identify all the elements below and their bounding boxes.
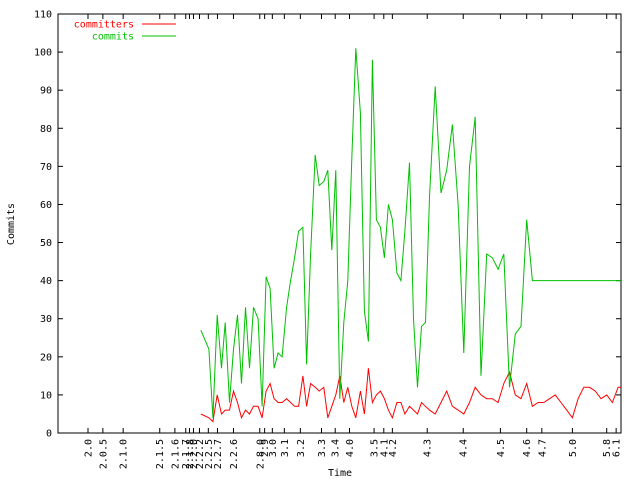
x-tick-label: 3.1 xyxy=(280,439,291,457)
x-tick-label: 2.1.5 xyxy=(155,439,166,469)
x-tick-label: 4.0 xyxy=(345,439,356,457)
x-tick-label: 4.7 xyxy=(537,439,548,457)
x-axis-label: Time xyxy=(328,468,352,479)
x-tick-label: 3.2 xyxy=(296,439,307,457)
x-tick-label: 4.3 xyxy=(423,439,434,457)
x-tick-label: 2.9 xyxy=(260,439,271,457)
x-tick-label: 4.4 xyxy=(459,439,470,457)
x-tick-label: 5.0 xyxy=(568,439,579,457)
series-line-commits xyxy=(200,48,621,418)
series-line-committers xyxy=(200,368,621,423)
x-tick-label: 2.2.5 xyxy=(204,439,215,469)
x-tick-label: 2.2.6 xyxy=(229,439,240,469)
y-tick-label: 50 xyxy=(40,238,52,249)
x-tick-label: 2.1.0 xyxy=(119,439,130,469)
x-tick-label: 3.0 xyxy=(268,439,279,457)
legend-label-committers: committers xyxy=(74,20,134,31)
x-tick-label: 2.1.8 xyxy=(185,439,196,469)
y-tick-label: 40 xyxy=(40,276,52,287)
series-group xyxy=(200,48,621,423)
x-tick-label: 2.2.0 xyxy=(189,439,200,469)
y-tick-label: 100 xyxy=(34,48,52,59)
x-tick-label: 2.2.7 xyxy=(213,439,224,469)
y-tick-label: 90 xyxy=(40,86,52,97)
x-tick-label: 5.8 xyxy=(602,439,613,457)
y-tick-label: 30 xyxy=(40,314,52,325)
plot-border xyxy=(57,13,622,434)
x-tick-label: 4.6 xyxy=(522,439,533,457)
plot-frame xyxy=(57,13,622,434)
x-tick-label: 4.1 xyxy=(379,439,390,457)
y-tick-label: 80 xyxy=(40,124,52,135)
x-tick-label: 2.8.0 xyxy=(255,439,266,469)
x-tick-label: 3.5 xyxy=(370,439,381,457)
x-tick-label: 2.1.7 xyxy=(181,439,192,469)
y-axis-label: Commits xyxy=(6,203,17,245)
y-tick-label: 0 xyxy=(46,429,52,440)
x-tick-label: 4.2 xyxy=(388,439,399,457)
y-tick-label: 20 xyxy=(40,352,52,363)
y-tick-label: 110 xyxy=(34,10,52,21)
x-tick-label: 2.2.2 xyxy=(195,439,206,469)
x-tick-label: 3.4 xyxy=(331,439,342,457)
x-tick-label: 2.0 xyxy=(84,439,95,457)
x-axis: 2.0 2.0.5 2.1.0 2.1.5 2.1.6 2.1.72.1.82.2.02.… xyxy=(84,14,623,469)
x-tick-label: 6.1 xyxy=(612,439,623,457)
x-tick-label: 4.5 xyxy=(496,439,507,457)
y-tick-label: 70 xyxy=(40,162,52,173)
legend-label-commits: commits xyxy=(92,32,134,43)
y-tick-label: 10 xyxy=(40,390,52,401)
x-tick-label: 2.1.6 xyxy=(170,439,181,469)
y-tick-label: 60 xyxy=(40,200,52,211)
x-tick-label: 2.0.5 xyxy=(98,439,109,469)
x-tick-label: 3.3 xyxy=(317,439,328,457)
